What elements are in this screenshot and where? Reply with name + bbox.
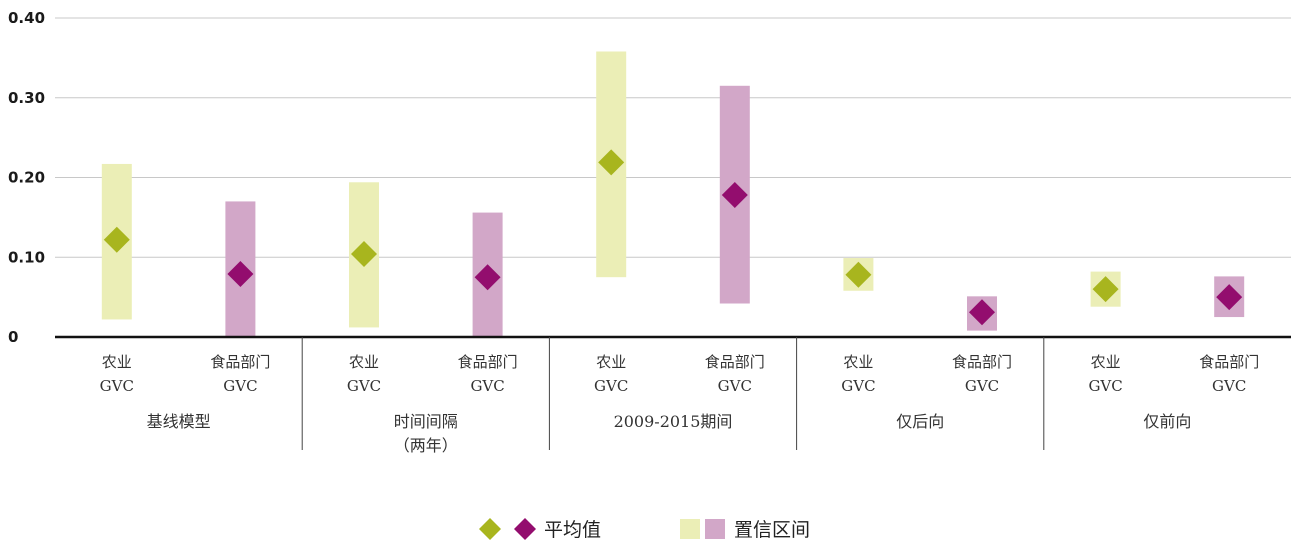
food-mean-marker — [969, 299, 995, 326]
category-sublabel: GVC — [223, 377, 257, 395]
legend-agri-ci-swatch — [680, 519, 700, 539]
category-sublabel: GVC — [1088, 377, 1122, 395]
category-label: 食品部门 — [705, 353, 765, 371]
food-mean-marker — [1216, 284, 1243, 311]
agri-mean-marker — [845, 261, 872, 288]
category-sublabel: GVC — [470, 377, 504, 395]
food-mean-marker — [474, 264, 501, 291]
category-label: 农业 — [102, 353, 132, 371]
agri-mean-marker — [1092, 276, 1119, 303]
legend-mean-label: 平均值 — [544, 519, 601, 541]
category-label: 食品部门 — [1199, 353, 1259, 371]
group-label: 仅后向 — [896, 412, 944, 431]
y-tick-label: 0 — [8, 328, 18, 346]
food-mean-marker — [227, 260, 254, 287]
category-label: 食品部门 — [210, 353, 270, 371]
category-label: 农业 — [596, 353, 626, 371]
legend-food-ci-swatch — [705, 519, 725, 539]
category-label: 农业 — [1091, 353, 1121, 371]
category-sublabel: GVC — [100, 377, 134, 395]
category-label: 食品部门 — [458, 353, 518, 371]
agri-mean-marker — [103, 226, 130, 253]
category-sublabel: GVC — [1212, 377, 1246, 395]
legend-ci-label: 置信区间 — [734, 519, 810, 541]
group-label: 基线模型 — [147, 412, 211, 431]
group-label: 时间间隔 — [394, 412, 458, 431]
category-sublabel: GVC — [841, 377, 875, 395]
agri-mean-marker — [598, 149, 625, 176]
legend-agri-mean-swatch — [479, 518, 501, 540]
category-sublabel: GVC — [347, 377, 381, 395]
category-label: 农业 — [349, 353, 379, 371]
agri-mean-marker — [351, 241, 377, 268]
category-label: 食品部门 — [952, 353, 1012, 371]
food-mean-marker — [721, 182, 748, 209]
y-tick-label: 0.30 — [8, 89, 45, 107]
category-sublabel: GVC — [965, 377, 999, 395]
y-tick-label: 0.10 — [8, 248, 45, 266]
legend-food-mean-swatch — [514, 518, 536, 540]
group-label: 仅前向 — [1143, 412, 1191, 431]
category-sublabel: GVC — [594, 377, 628, 395]
group-sublabel: （两年） — [394, 436, 458, 455]
category-sublabel: GVC — [718, 377, 752, 395]
category-label: 农业 — [843, 353, 873, 371]
y-tick-label: 0.20 — [8, 169, 45, 187]
y-tick-label: 0.40 — [8, 9, 45, 27]
group-label: 2009-2015期间 — [614, 412, 733, 431]
